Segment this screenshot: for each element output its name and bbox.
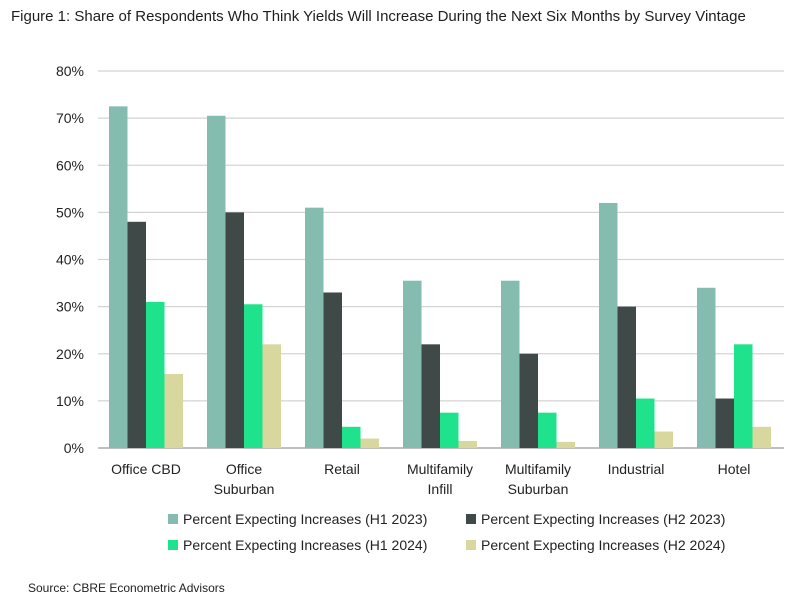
bar	[109, 106, 128, 448]
x-tick-label: Hotel	[718, 461, 751, 477]
y-tick-label: 40%	[56, 252, 84, 268]
x-tick-label: Suburban	[214, 481, 275, 497]
gridlines	[98, 70, 784, 449]
bar	[734, 344, 753, 448]
bar	[342, 426, 361, 448]
bar	[323, 292, 342, 448]
y-tick-label: 20%	[56, 346, 84, 362]
legend-label: Percent Expecting Increases (H2 2023)	[481, 511, 725, 527]
bar	[538, 412, 557, 448]
legend-label: Percent Expecting Increases (H2 2024)	[481, 537, 725, 553]
legend-swatch	[466, 540, 476, 550]
bar	[752, 426, 771, 448]
bar	[501, 280, 520, 448]
y-tick-label: 60%	[56, 157, 84, 173]
bar	[244, 304, 263, 448]
y-tick-label: 30%	[56, 299, 84, 315]
bar	[127, 221, 146, 448]
bar	[519, 353, 538, 448]
x-tick-label: Office CBD	[111, 461, 181, 477]
y-tick-label: 50%	[56, 204, 84, 220]
x-tick-label: Suburban	[508, 481, 569, 497]
bar	[360, 438, 379, 448]
y-tick-label: 0%	[64, 440, 84, 456]
x-axis-labels: Office CBD Office Suburban Retail Multifamil…	[111, 461, 750, 497]
source-note: Source: CBRE Econometric Advisors	[28, 581, 225, 595]
chart-title: Figure 1: Share of Respondents Who Think…	[11, 8, 746, 25]
x-tick-label: Infill	[428, 481, 453, 497]
bar	[654, 431, 673, 448]
bar	[421, 344, 440, 448]
bar	[403, 280, 422, 448]
legend-swatch	[168, 514, 178, 524]
bar	[164, 374, 183, 448]
bar	[617, 306, 636, 448]
bar	[146, 301, 165, 448]
bar	[697, 287, 716, 448]
legend: Percent Expecting Increases (H1 2023) Per…	[168, 511, 725, 553]
x-tick-label: Multifamily	[407, 461, 473, 477]
x-tick-label: Industrial	[608, 461, 665, 477]
x-tick-label: Office	[226, 461, 263, 477]
legend-label: Percent Expecting Increases (H1 2023)	[183, 511, 427, 527]
bar	[262, 344, 281, 448]
bar	[715, 398, 734, 448]
y-tick-label: 80%	[56, 63, 84, 79]
legend-swatch	[466, 514, 476, 524]
legend-swatch	[168, 540, 178, 550]
x-tick-label: Multifamily	[505, 461, 571, 477]
y-tick-label: 10%	[56, 393, 84, 409]
bar	[636, 398, 655, 448]
bar	[440, 412, 459, 448]
bar	[458, 440, 477, 448]
bar	[599, 202, 618, 448]
bar	[556, 441, 575, 448]
y-tick-label: 70%	[56, 110, 84, 126]
legend-label: Percent Expecting Increases (H1 2024)	[183, 537, 427, 553]
bar	[225, 212, 244, 448]
bars	[109, 106, 771, 449]
bar	[305, 207, 324, 448]
bar	[207, 115, 226, 449]
x-tick-label: Retail	[324, 461, 360, 477]
y-axis-ticks: 0% 10% 20% 30% 40% 50% 60% 70% 80%	[56, 63, 84, 456]
